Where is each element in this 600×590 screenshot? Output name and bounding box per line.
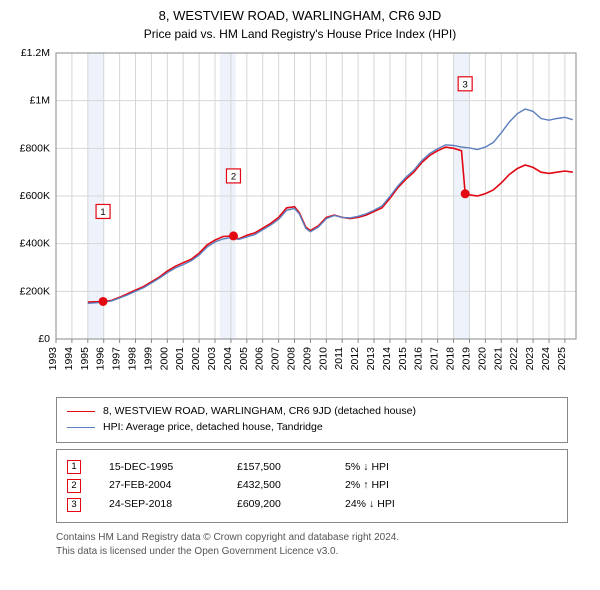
marker-row: 3 24-SEP-2018 £609,200 24%↓HPI	[67, 495, 557, 514]
svg-text:2001: 2001	[174, 347, 186, 371]
marker-delta: 2%↑HPI	[345, 476, 389, 495]
svg-text:2022: 2022	[508, 347, 520, 371]
legend-label: 8, WESTVIEW ROAD, WARLINGHAM, CR6 9JD (d…	[103, 404, 416, 420]
legend-box: 8, WESTVIEW ROAD, WARLINGHAM, CR6 9JD (d…	[56, 397, 568, 443]
marker-suffix: HPI	[377, 495, 395, 514]
marker-row: 2 27-FEB-2004 £432,500 2%↑HPI	[67, 476, 557, 495]
svg-text:2007: 2007	[270, 347, 282, 371]
marker-date: 27-FEB-2004	[109, 476, 209, 495]
marker-badge: 2	[67, 479, 81, 493]
svg-text:2017: 2017	[429, 347, 441, 371]
svg-text:2009: 2009	[301, 347, 313, 371]
svg-text:2: 2	[231, 171, 236, 182]
svg-text:£200K: £200K	[20, 285, 50, 297]
chart-title: 8, WESTVIEW ROAD, WARLINGHAM, CR6 9JD	[12, 8, 588, 23]
marker-pct-value: 5%	[345, 458, 360, 477]
marker-date: 15-DEC-1995	[109, 458, 209, 477]
marker-date: 24-SEP-2018	[109, 495, 209, 514]
svg-text:£1.2M: £1.2M	[21, 49, 50, 59]
marker-badge: 3	[67, 498, 81, 512]
arrow-up-icon: ↑	[363, 476, 368, 495]
chart-svg: £0 £200K £400K £600K £800K £1M £1.2M 1993 1994 19…	[12, 49, 588, 389]
marker-price: £157,500	[237, 458, 317, 477]
svg-text:2012: 2012	[349, 347, 361, 371]
svg-text:2014: 2014	[381, 347, 393, 371]
svg-text:1993: 1993	[47, 347, 59, 371]
svg-text:3: 3	[463, 79, 468, 90]
legend-swatch	[67, 411, 95, 412]
svg-text:2000: 2000	[158, 347, 170, 371]
marker-price: £609,200	[237, 495, 317, 514]
footer-line: Contains HM Land Registry data © Crown c…	[56, 531, 568, 545]
marker-suffix: HPI	[371, 458, 389, 477]
svg-text:2020: 2020	[476, 347, 488, 371]
svg-text:1: 1	[100, 207, 105, 218]
legend-swatch	[67, 427, 95, 428]
chart-container: 8, WESTVIEW ROAD, WARLINGHAM, CR6 9JD Pr…	[0, 0, 600, 567]
marker-suffix: HPI	[371, 476, 389, 495]
svg-text:£400K: £400K	[20, 238, 50, 250]
svg-text:1995: 1995	[79, 347, 91, 371]
legend-row: HPI: Average price, detached house, Tand…	[67, 420, 557, 436]
svg-text:1997: 1997	[111, 347, 123, 371]
svg-text:2024: 2024	[540, 347, 552, 371]
svg-text:2013: 2013	[365, 347, 377, 371]
marker-badge: 1	[67, 460, 81, 474]
svg-text:2018: 2018	[445, 347, 457, 371]
svg-text:2006: 2006	[254, 347, 266, 371]
svg-text:1994: 1994	[63, 347, 75, 371]
arrow-down-icon: ↓	[369, 495, 374, 514]
svg-text:2004: 2004	[222, 347, 234, 371]
legend-label: HPI: Average price, detached house, Tand…	[103, 420, 323, 436]
footer-line: This data is licensed under the Open Gov…	[56, 545, 568, 559]
svg-text:2002: 2002	[190, 347, 202, 371]
svg-text:2015: 2015	[397, 347, 409, 371]
svg-text:2005: 2005	[238, 347, 250, 371]
marker-pct-value: 2%	[345, 476, 360, 495]
svg-text:£0: £0	[38, 333, 50, 345]
svg-text:2025: 2025	[556, 347, 568, 371]
svg-text:2016: 2016	[413, 347, 425, 371]
svg-text:2023: 2023	[524, 347, 536, 371]
svg-text:2011: 2011	[333, 347, 345, 370]
svg-text:2021: 2021	[492, 347, 504, 371]
svg-text:2008: 2008	[286, 347, 298, 371]
svg-text:1999: 1999	[142, 347, 154, 371]
arrow-down-icon: ↓	[363, 458, 368, 477]
svg-text:1996: 1996	[95, 347, 107, 371]
legend-row: 8, WESTVIEW ROAD, WARLINGHAM, CR6 9JD (d…	[67, 404, 557, 420]
chart-area: £0 £200K £400K £600K £800K £1M £1.2M 1993 1994 19…	[12, 49, 588, 389]
footer-attribution: Contains HM Land Registry data © Crown c…	[56, 531, 568, 559]
svg-text:2010: 2010	[317, 347, 329, 371]
svg-text:£600K: £600K	[20, 190, 50, 202]
svg-text:£1M: £1M	[30, 95, 50, 107]
marker-delta: 5%↓HPI	[345, 458, 389, 477]
chart-subtitle: Price paid vs. HM Land Registry's House …	[12, 27, 588, 41]
marker-table: 115-DEC-1995£157,5005%↓HPI227-FEB-2004£4…	[56, 449, 568, 524]
svg-text:£800K: £800K	[20, 142, 50, 154]
marker-pct-value: 24%	[345, 495, 366, 514]
svg-text:1998: 1998	[127, 347, 139, 371]
marker-delta: 24%↓HPI	[345, 495, 395, 514]
marker-price: £432,500	[237, 476, 317, 495]
svg-text:2003: 2003	[206, 347, 218, 371]
marker-row: 1 15-DEC-1995 £157,500 5%↓HPI	[67, 458, 557, 477]
svg-text:2019: 2019	[460, 347, 472, 371]
